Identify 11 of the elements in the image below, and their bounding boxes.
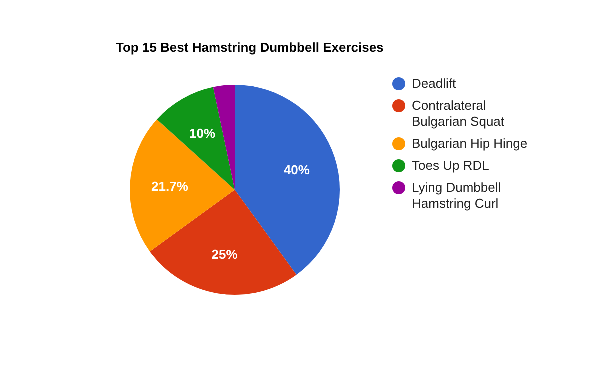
chart-title: Top 15 Best Hamstring Dumbbell Exercises: [116, 40, 384, 55]
data-label: 10%: [190, 126, 216, 142]
data-label: 40%: [284, 162, 310, 178]
legend-label: Bulgarian Hip Hinge: [412, 136, 528, 152]
legend-label: Toes Up RDL: [412, 158, 490, 174]
data-label: 25%: [212, 246, 238, 262]
legend-label: Lying Dumbbell Hamstring Curl: [412, 180, 502, 212]
legend-label: Contralateral Bulgarian Squat: [412, 98, 506, 130]
legend-label: Deadlift: [412, 76, 456, 92]
data-label: 21.7%: [152, 179, 189, 194]
pie-slice: [150, 190, 297, 295]
